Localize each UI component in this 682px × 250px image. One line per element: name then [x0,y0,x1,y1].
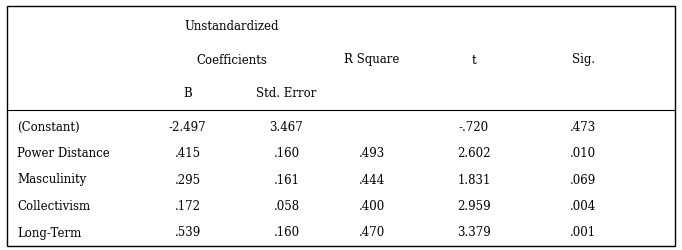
Text: .444: .444 [359,174,385,186]
Text: .004: .004 [570,200,596,213]
Text: .161: .161 [273,174,299,186]
Text: .473: .473 [570,121,596,134]
Text: .415: .415 [175,147,201,160]
Text: (Constant): (Constant) [17,121,80,134]
Text: Coefficients: Coefficients [196,54,267,66]
Text: B: B [183,87,192,100]
Text: .001: .001 [570,226,596,239]
Text: Std. Error: Std. Error [256,87,316,100]
Text: .539: .539 [175,226,201,239]
Text: .400: .400 [359,200,385,213]
Text: Power Distance: Power Distance [17,147,110,160]
Text: -2.497: -2.497 [168,121,207,134]
Text: .160: .160 [273,147,299,160]
Text: Sig.: Sig. [572,54,595,66]
Text: Masculinity: Masculinity [17,174,87,186]
Text: Long-Term: Long-Term [17,226,81,239]
Text: .493: .493 [359,147,385,160]
Text: .058: .058 [273,200,299,213]
Text: .010: .010 [570,147,596,160]
Text: -.720: -.720 [459,121,489,134]
Text: .172: .172 [175,200,201,213]
Text: 2.959: 2.959 [457,200,491,213]
Text: Collectivism: Collectivism [17,200,90,213]
Text: 2.602: 2.602 [457,147,491,160]
Text: 3.379: 3.379 [457,226,491,239]
Text: .069: .069 [570,174,596,186]
Text: .470: .470 [359,226,385,239]
Text: .295: .295 [175,174,201,186]
Text: 1.831: 1.831 [458,174,490,186]
Text: .160: .160 [273,226,299,239]
Text: R Square: R Square [344,54,400,66]
Text: 3.467: 3.467 [269,121,303,134]
Text: t: t [472,54,476,66]
Text: Unstandardized: Unstandardized [185,20,279,33]
